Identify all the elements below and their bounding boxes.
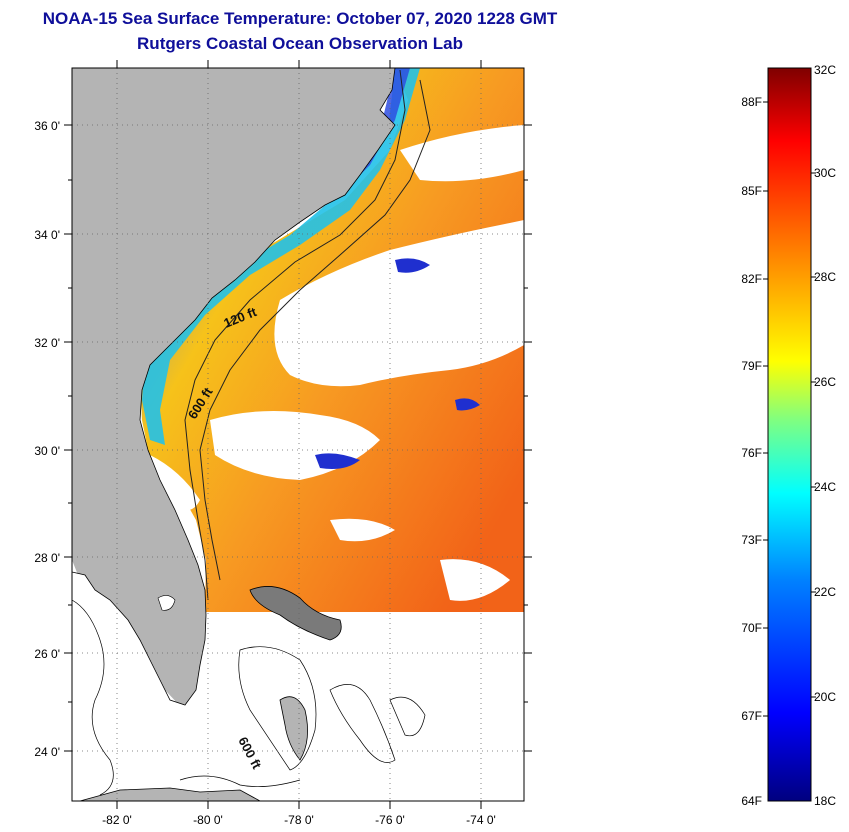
lat-label-26: 26 0' bbox=[34, 647, 60, 661]
map-title: NOAA-15 Sea Surface Temperature: October… bbox=[42, 9, 558, 28]
lon-label-76: -76 0' bbox=[375, 813, 405, 827]
colorbar-ticks bbox=[763, 101, 816, 717]
cb-label-76f: 76F bbox=[741, 446, 762, 460]
cb-label-22c: 22C bbox=[814, 585, 836, 599]
contour-120ft bbox=[184, 69, 406, 601]
lat-label-34: 34 0' bbox=[34, 228, 60, 242]
cb-label-30c: 30C bbox=[814, 166, 836, 180]
cb-label-88f: 88F bbox=[741, 95, 762, 109]
graticule bbox=[72, 68, 524, 801]
cb-label-26c: 26C bbox=[814, 375, 836, 389]
lon-label-82: -82 0' bbox=[102, 813, 132, 827]
cb-label-28c: 28C bbox=[814, 270, 836, 284]
lon-label-78: -78 0' bbox=[284, 813, 314, 827]
land-cuba bbox=[79, 787, 261, 801]
cb-label-67f: 67F bbox=[741, 709, 762, 723]
cb-label-73f: 73F bbox=[741, 533, 762, 547]
lat-label-24: 24 0' bbox=[34, 745, 60, 759]
lat-label-30: 30 0' bbox=[34, 444, 60, 458]
cb-label-64f: 64F bbox=[741, 794, 762, 808]
map-subtitle: Rutgers Coastal Ocean Observation Lab bbox=[137, 34, 463, 53]
cb-label-32c: 32C bbox=[814, 63, 836, 77]
land-us-southeast bbox=[72, 68, 395, 705]
cb-label-85f: 85F bbox=[741, 184, 762, 198]
lat-label-36: 36 0' bbox=[34, 119, 60, 133]
land-bahamas bbox=[249, 586, 342, 641]
cb-label-20c: 20C bbox=[814, 690, 836, 704]
lat-label-28: 28 0' bbox=[34, 551, 60, 565]
cb-label-18c: 18C bbox=[814, 794, 836, 808]
map-frame bbox=[71, 67, 525, 802]
cb-label-79f: 79F bbox=[741, 359, 762, 373]
cb-label-24c: 24C bbox=[814, 480, 836, 494]
colorbar bbox=[767, 67, 812, 802]
lon-label-80: -80 0' bbox=[193, 813, 223, 827]
contour-600ft bbox=[199, 79, 431, 581]
axis-ticks bbox=[64, 60, 532, 809]
map-area bbox=[72, 68, 524, 801]
lon-label-74: -74 0' bbox=[466, 813, 496, 827]
cb-label-82f: 82F bbox=[741, 272, 762, 286]
cb-label-70f: 70F bbox=[741, 621, 762, 635]
lat-label-32: 32 0' bbox=[34, 336, 60, 350]
cloud-mask bbox=[274, 220, 524, 387]
